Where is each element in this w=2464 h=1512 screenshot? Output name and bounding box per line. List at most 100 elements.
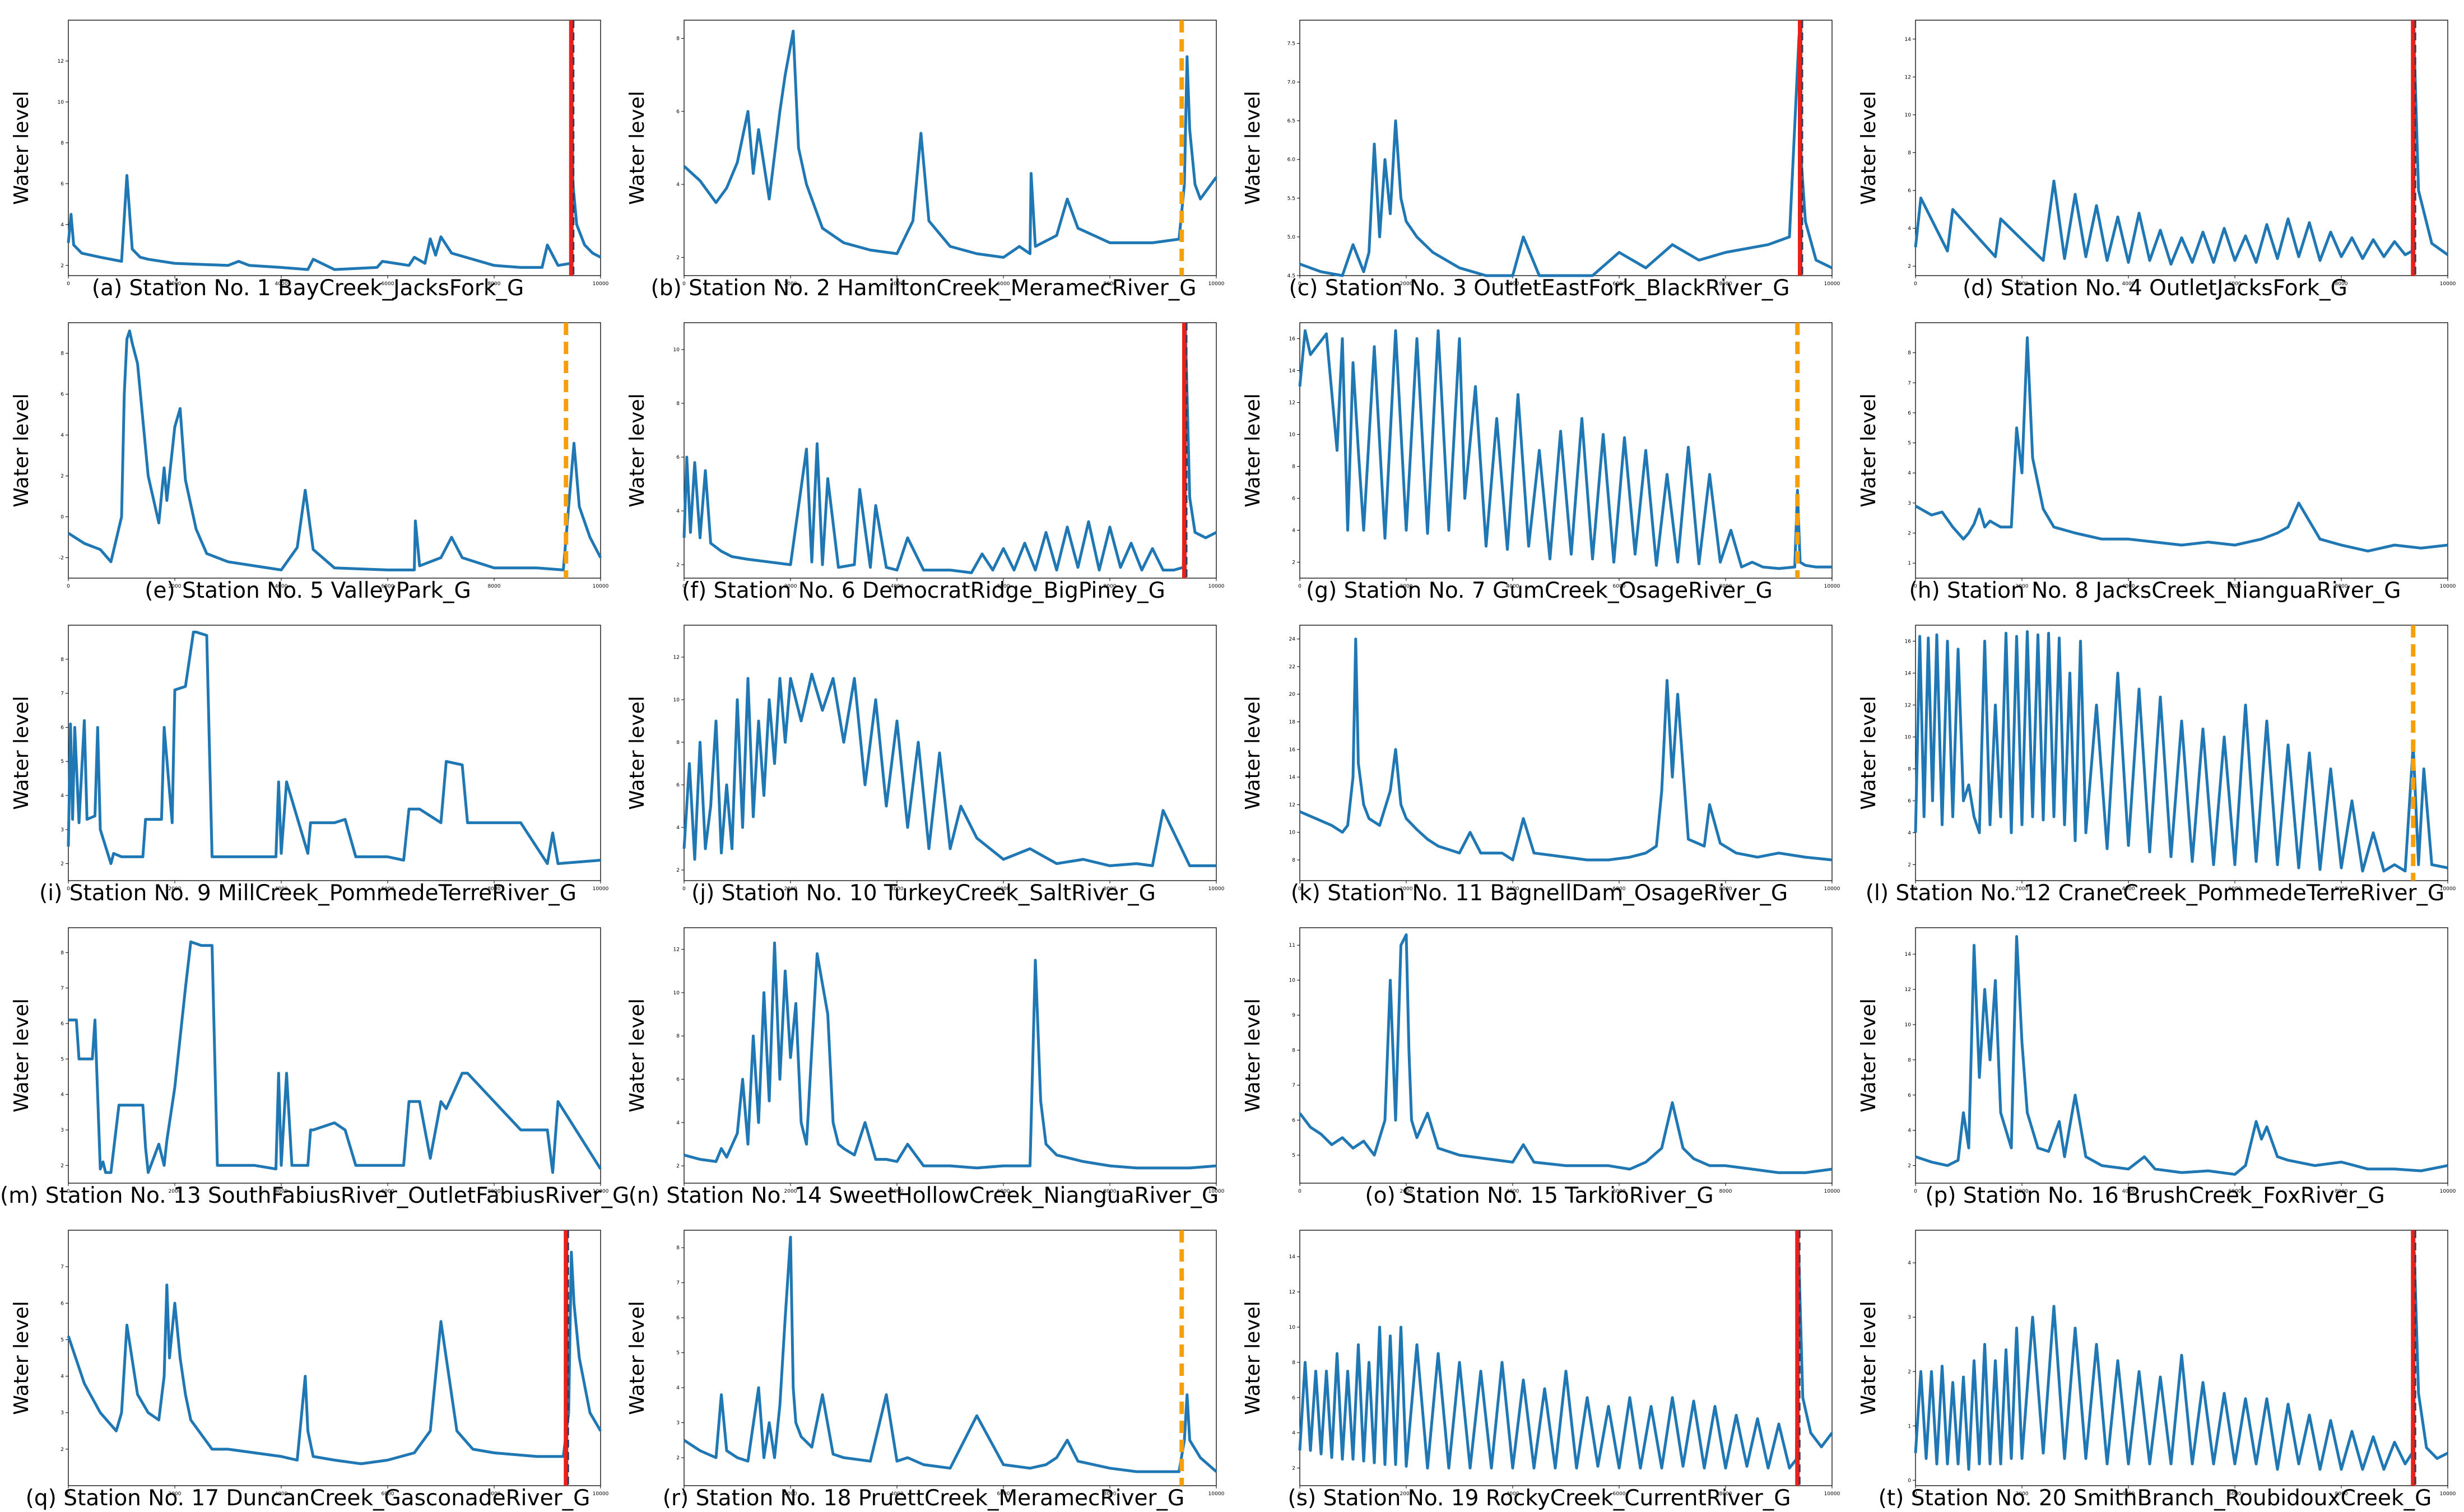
chart-svg-c: 0 2000 4000 6000 8000 10000 4.5 5.0 5.5 6.0 6.5 7.0… [1242,20,1840,287]
y-tick-label: 10 [1289,978,1296,984]
y-tick-label: 6 [676,1315,680,1321]
series-line [67,1250,602,1466]
x-tick-label: 4000 [2122,584,2135,589]
x-tick-label: 8000 [2335,1491,2348,1497]
chart-panel-e: 0 2000 4000 6000 8000 10000 -2 0 2 4 6 8 Water level… [0,303,616,604]
x-tick-label: 6000 [2229,886,2242,892]
chart-caption: (i) Station No. 9 MillCreek_PommedeTerre… [39,881,577,906]
y-tick-label: 4 [61,1092,64,1098]
series-line [1299,933,1833,1174]
x-tick-label: 0 [682,584,686,589]
axes-frame [68,20,601,276]
y-tick-label: 2 [676,255,680,260]
x-tick-label: 0 [1914,584,1917,589]
series-line [67,630,601,866]
x-tick-label: 0 [1914,1189,1917,1194]
series-line [1299,34,1833,277]
x-tick-label: 4000 [1507,584,1519,589]
chart-svg-e: 0 2000 4000 6000 8000 10000 -2 0 2 4 6 8 Water level [10,322,609,589]
x-tick-label: 2000 [784,1491,797,1497]
y-tick-label: 6 [61,1301,64,1306]
y-tick-label: 5 [61,759,64,765]
y-tick-label: 24 [1289,637,1296,643]
x-tick-label: 10000 [2440,886,2456,892]
chart-panel-s: 0 2000 4000 6000 8000 10000 2 4 6 8 10 12 14 Water le… [1231,1210,1847,1512]
y-tick-label: 12 [58,59,64,64]
y-tick-label: 14 [1905,671,1912,677]
x-tick-label: 0 [67,886,70,892]
chart-panel-f: 0 2000 4000 6000 8000 10000 2 4 6 8 10 Water level (… [616,303,1231,604]
chart-panel-h: 0 2000 4000 6000 8000 10000 1 2 3 4 5 6 7 8 Water leve… [1847,303,2463,604]
x-tick-label: 10000 [593,584,609,589]
y-tick-label: 8 [1292,1048,1295,1054]
x-tick-label: 2000 [1400,1491,1413,1497]
chart-svg-h: 0 2000 4000 6000 8000 10000 1 2 3 4 5 6 7 8 Water leve… [1857,322,2456,589]
x-tick-label: 6000 [1613,1491,1626,1497]
x-tick-label: 2000 [169,584,182,589]
y-tick-label: 10 [1289,830,1296,836]
y-tick-label: 2 [1908,1164,1911,1169]
y-tick-label: 2 [1292,560,1295,566]
x-tick-label: 0 [682,886,686,892]
axes-frame [68,927,601,1184]
chart-panel-g: 0 2000 4000 6000 8000 10000 2 4 6 8 10 12 14 16 Water … [1231,303,1847,604]
axes-frame [684,322,1217,579]
y-axis-label: Water level [10,696,33,809]
x-tick-label: 6000 [382,1491,394,1497]
series-line [1298,329,1832,570]
y-tick-label: 4 [61,433,64,439]
x-tick-label: 6000 [1613,281,1626,287]
x-tick-label: 8000 [488,1491,501,1497]
y-tick-label: 6 [1908,799,1911,804]
x-tick-label: 2000 [784,584,797,589]
series-line [1298,1246,1833,1470]
chart-caption: (a) Station No. 1 BayCreek_JacksFork_G [91,276,524,301]
y-tick-label: 12 [1905,75,1911,80]
y-tick-label: 6 [1292,1118,1295,1124]
x-tick-label: 6000 [382,281,394,287]
y-tick-label: 18 [1289,720,1296,725]
x-tick-label: 8000 [488,886,501,892]
y-tick-label: 22 [1289,664,1295,670]
y-tick-label: 10 [58,100,64,105]
y-tick-label: 2 [61,1163,64,1169]
series-line [1914,1250,2449,1471]
x-tick-label: 0 [67,281,70,287]
x-tick-label: 4000 [891,281,904,287]
x-tick-label: 0 [1298,1189,1301,1194]
chart-caption: (t) Station No. 20 SmithBranch_Roubidoux… [1878,1486,2432,1511]
x-tick-label: 6000 [997,584,1010,589]
x-tick-label: 10000 [1208,281,1225,287]
y-tick-label: 4 [1908,1128,1911,1134]
x-tick-label: 2000 [2016,281,2029,287]
series-line [67,29,602,271]
chart-svg-k: 0 2000 4000 6000 8000 10000 8 10 12 14 16 18 20 22 24 W… [1242,625,1840,892]
y-tick-label: 4.5 [1287,273,1295,279]
x-tick-label: 8000 [1104,1491,1117,1497]
y-tick-label: 12 [1289,802,1295,808]
y-tick-label: 8 [676,1245,680,1251]
y-tick-label: 6 [676,1077,680,1083]
series-line [683,30,1218,259]
axes-frame [1915,20,2448,276]
x-tick-label: 8000 [1719,281,1732,287]
y-tick-label: 6 [61,1021,64,1027]
chart-caption: (s) Station No. 19 RockyCreek_CurrentRiv… [1287,1486,1791,1511]
x-tick-label: 8000 [1719,886,1732,892]
y-tick-label: 3 [1908,1315,1911,1320]
x-tick-label: 2000 [169,886,182,892]
x-tick-label: 4000 [275,1189,288,1194]
chart-panel-c: 0 2000 4000 6000 8000 10000 4.5 5.0 5.5 6.0 6.5 7.0… [1231,0,1847,302]
y-tick-label: 11 [1289,943,1295,948]
x-tick-label: 6000 [997,281,1010,287]
y-tick-label: 2 [676,868,680,873]
chart-caption: (l) Station No. 12 CraneCreek_PommedeTer… [1865,881,2445,906]
y-tick-label: 2 [1292,1466,1295,1472]
y-tick-label: 8 [1908,150,1911,156]
x-tick-label: 10000 [1824,1189,1840,1194]
x-tick-label: 8000 [1104,886,1117,892]
y-axis-label: Water level [1857,696,1880,809]
series-line [1914,28,2449,266]
chart-svg-f: 0 2000 4000 6000 8000 10000 2 4 6 8 10 Water level [626,322,1225,589]
